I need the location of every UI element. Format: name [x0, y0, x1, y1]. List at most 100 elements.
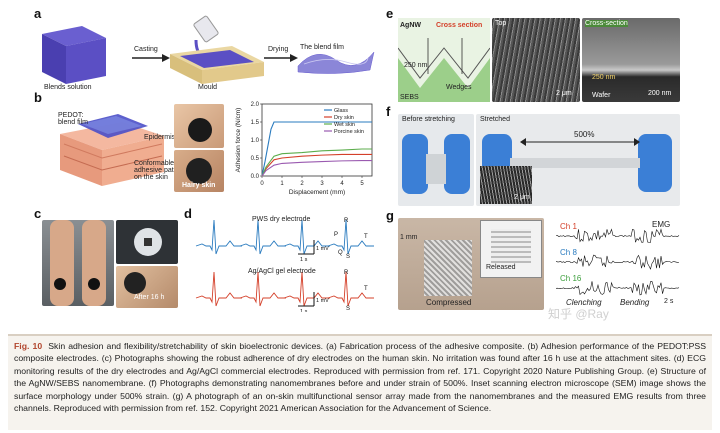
ecg-wave-label-r: R — [344, 218, 349, 224]
y-tick-label: 1.5 — [251, 120, 260, 126]
after-16h-photo — [116, 266, 178, 308]
panel-d-label: d — [184, 206, 192, 221]
sem-cross-section-image — [582, 18, 680, 102]
film-stretched — [510, 158, 640, 168]
sem-cross-label: Cross-section — [585, 20, 628, 27]
y-axis-label: Adhesion force (N/cm) — [235, 108, 242, 173]
compressed-array — [424, 240, 472, 296]
panel-g-label: g — [386, 208, 394, 223]
arms-photo — [42, 220, 114, 306]
casting-label: Casting — [134, 46, 158, 53]
legend-label: Dry skin — [334, 115, 354, 121]
agcl-electrode-label: Ag/AgCl gel electrode — [248, 268, 316, 275]
glove-stretch-right — [638, 134, 672, 192]
electrode-patch-hairy — [186, 158, 212, 184]
x-tick-label: 5 — [360, 181, 364, 187]
ecg-wave-label-t-2: T — [364, 286, 368, 292]
x-tick-label: 1 — [280, 181, 284, 187]
ecg-scale-pws-volt-label: 1 mV — [316, 246, 329, 252]
after-16h-label: After 16 h — [134, 294, 165, 301]
sem-cross-scale: 200 nm — [648, 90, 672, 97]
released-inset — [480, 220, 542, 278]
electrode-left — [54, 278, 66, 290]
figure-caption: Fig. 10 Skin adhesion and flexibility/st… — [8, 334, 712, 430]
sem-nm250-label: 250 nm — [592, 74, 616, 81]
y-tick-label: 1.0 — [251, 138, 260, 144]
panel-b-skin-illustration — [60, 114, 164, 186]
sem-top-image — [492, 18, 580, 102]
sebs-label: SEBS — [400, 94, 419, 101]
compressed-label: Compressed — [426, 298, 472, 307]
caption-text: Skin adhesion and flexibility/stretchabi… — [14, 341, 706, 414]
pedot-blend-label: PEDOT: blend film — [58, 112, 88, 126]
conformable-label: Conformable/ adhesive patch on the skin — [134, 160, 182, 181]
nanomembrane-diagram — [398, 18, 490, 102]
adhesion-force-chart: 0 1 2 3 4 5 0.0 0.5 1.0 1.5 2.0 Displacement (mm) Ad… — [235, 102, 373, 196]
electrode-patch-16h — [124, 272, 146, 294]
series-line-wet-skin — [261, 148, 372, 177]
emg-trace-ch16 — [556, 281, 680, 296]
y-tick-label: 2.0 — [251, 102, 260, 108]
released-label: Released — [486, 264, 516, 271]
ecg-wave-label-t: T — [364, 234, 368, 240]
ecg-scale-pws-time-label: 1 s — [300, 257, 308, 263]
x-tick-label: 0 — [260, 181, 264, 187]
x-tick-label: 2 — [300, 181, 304, 187]
blends-solution-label: Blends solution — [44, 84, 92, 91]
electrode-right — [88, 278, 100, 290]
before-stretching-label: Before stretching — [402, 116, 455, 123]
ecg-wave-label-s: S — [346, 254, 350, 260]
released-array — [491, 229, 531, 263]
electrode-patch — [188, 118, 212, 142]
panel-a-label: a — [34, 6, 42, 21]
hairy-skin-label: Hairy skin — [182, 182, 216, 189]
wafer-label: Wafer — [592, 92, 611, 99]
strain-percent-label: 500% — [574, 130, 595, 139]
ecg-scale-agcl-volt-label: 1 mV — [316, 298, 329, 304]
x-tick-label: 3 — [320, 181, 324, 187]
mm-scale-label: 1 mm — [400, 234, 418, 241]
wedges-label: Wedges — [446, 84, 472, 91]
epidermis-label: Epidermis — [144, 134, 176, 141]
watermark: 知乎 @Ray — [548, 307, 609, 321]
emg-traces — [556, 228, 680, 296]
x-axis-label: Displacement (mm) — [289, 189, 345, 196]
peel-photo — [174, 104, 224, 148]
sensor-array-photo — [398, 218, 544, 310]
ecg-trace-agcl — [195, 271, 374, 307]
y-tick-label: 0.0 — [251, 174, 260, 180]
caption-label: Fig. 10 — [14, 341, 43, 351]
arm-left — [50, 220, 74, 306]
series-line-glass — [261, 121, 372, 177]
emg-trace-ch1 — [556, 228, 680, 243]
panel-a-illustration — [42, 15, 375, 84]
ecg-wave-label-p: P — [334, 232, 338, 238]
x-tick-label: 4 — [340, 181, 344, 187]
stretch-arrow — [520, 138, 640, 146]
series-line-porcine-skin — [261, 159, 372, 177]
electrode-closeup-photo — [116, 220, 178, 264]
sem-top-label: Top — [495, 20, 507, 27]
arm-right — [82, 220, 106, 306]
emg-scale-label: 2 s — [664, 298, 674, 305]
panel-b-label: b — [34, 90, 42, 105]
series-line-dry-skin — [261, 153, 372, 177]
clenching-label: Clenching — [566, 298, 602, 307]
glove-right — [444, 134, 470, 194]
emg-trace-ch8 — [556, 254, 680, 270]
before-stretching-photo — [398, 114, 474, 206]
ch16-label: Ch 16 — [560, 274, 582, 283]
blend-film-label: The blend film — [300, 44, 344, 51]
ecg-wave-label-s-2: S — [346, 306, 350, 312]
glove-left — [402, 134, 428, 194]
panel-e-label: e — [386, 6, 394, 21]
ecg-trace-pws — [195, 219, 374, 255]
bending-label: Bending — [620, 298, 650, 307]
legend-label: Wet skin — [334, 122, 355, 128]
nm250-label: 250 nm — [404, 62, 428, 69]
film-unstretched — [426, 154, 446, 184]
cross-section-label: Cross section — [436, 22, 483, 29]
electrode-center — [144, 238, 152, 246]
sem-inset — [480, 166, 532, 204]
